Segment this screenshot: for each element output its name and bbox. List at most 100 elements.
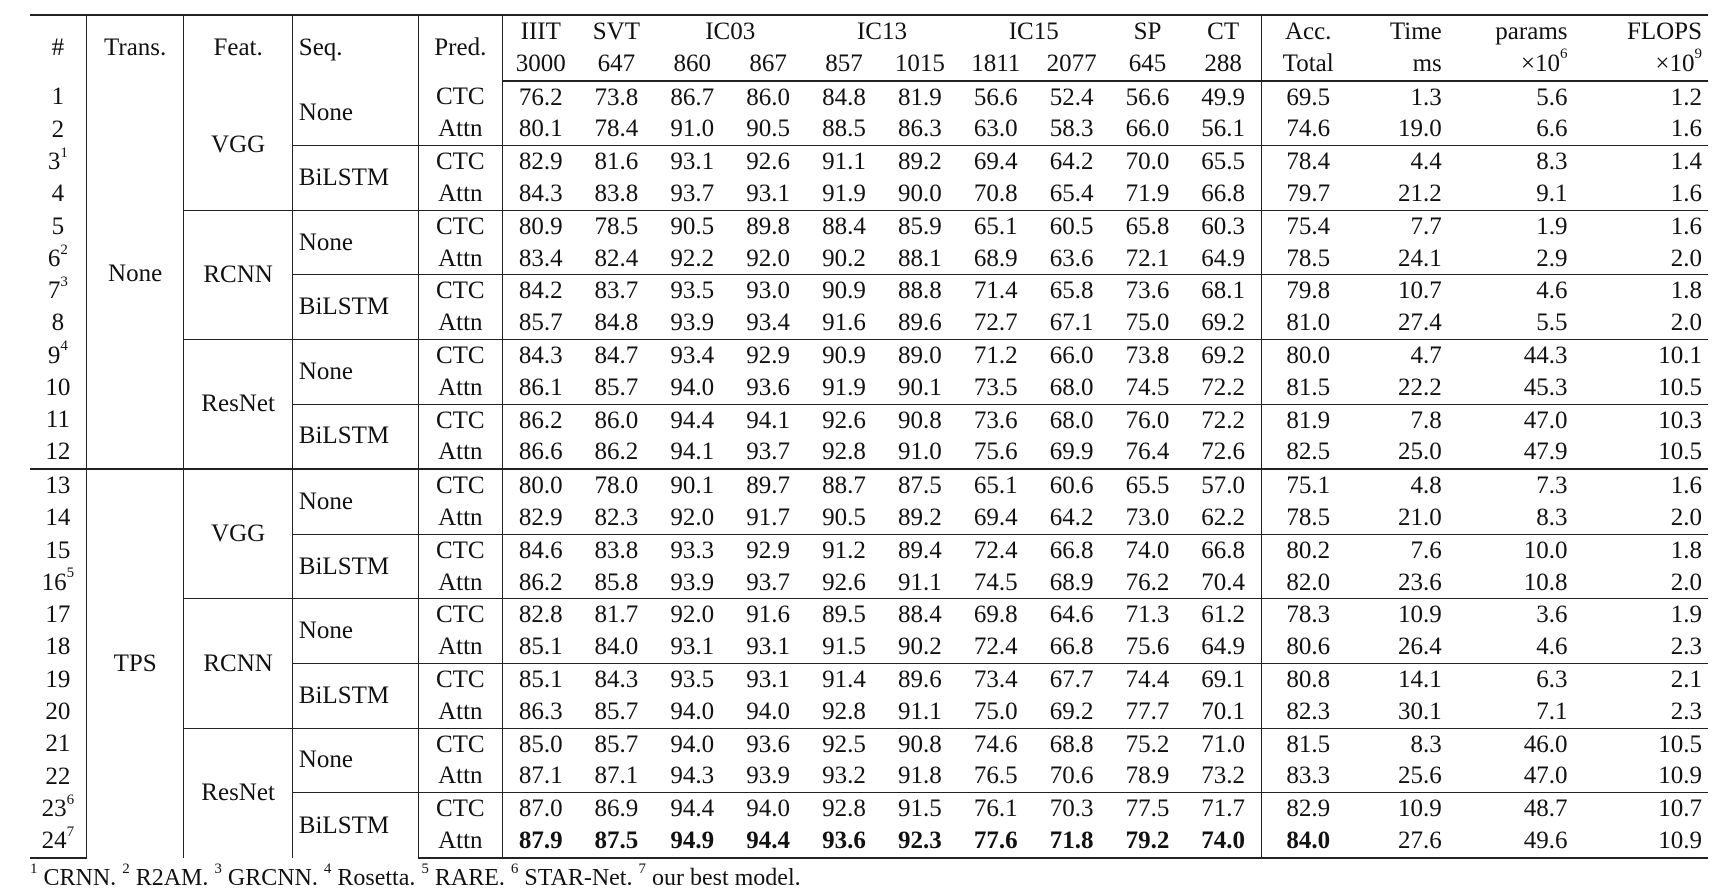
col-sub-ic03-867: 867 [730, 47, 807, 82]
score-sp-645: 70.0 [1109, 145, 1186, 178]
score-ic15-1811: 69.4 [957, 145, 1034, 178]
time-ms-cell: 27.6 [1354, 824, 1448, 859]
score-ic03-860: 92.0 [654, 598, 731, 632]
score-ic13-857: 92.6 [822, 568, 866, 596]
footnote-marker: 5 [421, 860, 429, 877]
row-index-cell: 4 [30, 178, 86, 210]
table-row: 4 Attn 84.3 83.8 93.7 93.1 91.9 90.0 70.8 65.4 71.… [30, 177, 1708, 211]
row-index-cell: 94 [30, 339, 86, 371]
row-index-cell: 15 [30, 534, 86, 566]
flops-unit-exponent: 9 [1694, 46, 1703, 63]
score-ct-288: 57.0 [1185, 468, 1262, 502]
score-svt-647: 85.7 [578, 727, 655, 761]
time-ms-cell: 25.6 [1398, 762, 1442, 790]
score-svt-647: 84.0 [594, 633, 639, 661]
score-ct-288: 71.0 [1185, 727, 1262, 761]
footnote-marker: 7 [638, 860, 646, 877]
score-iiit-3000: 85.1 [502, 631, 579, 664]
score-ct-288: 68.1 [1185, 274, 1262, 308]
score-ic13-1015: 91.1 [898, 568, 942, 596]
score-ic15-2077: 65.8 [1033, 274, 1110, 308]
table-row: 19 BiLSTM CTC 85.1 84.3 93.5 93.1 91.4 89.6 73.4 6… [30, 662, 1708, 729]
score-ic15-2077: 69.2 [1049, 697, 1094, 725]
pred-cell: CTC [417, 274, 503, 308]
score-sp-645: 74.0 [1109, 533, 1186, 567]
table-row: 94 ResNet None CTC 84.3 84.7 93.4 92.9 90.9 89.0 7… [30, 338, 1708, 470]
score-sp-645: 65.5 [1109, 468, 1186, 502]
score-ic15-1811: 76.5 [973, 762, 1018, 790]
pred-cell: Attn [417, 436, 503, 470]
pred-cell: CTC [417, 145, 503, 178]
acc-total-cell: 78.5 [1260, 501, 1355, 535]
flops-cell: 2.0 [1670, 568, 1702, 596]
score-ic13-1015: 91.1 [898, 697, 942, 725]
score-ic03-867: 94.4 [730, 824, 807, 859]
flops-cell: 1.9 [1573, 598, 1708, 632]
acc-total-cell: 81.5 [1260, 371, 1355, 405]
score-sp-645: 76.4 [1125, 438, 1170, 466]
score-ic13-857: 92.8 [806, 792, 882, 825]
score-svt-647: 84.8 [594, 309, 639, 337]
score-ic03-860: 92.0 [670, 503, 715, 531]
acc-total-cell: 82.3 [1260, 695, 1355, 729]
time-ms-cell: 10.9 [1354, 598, 1448, 632]
time-ms-cell: 21.2 [1398, 179, 1442, 207]
score-ic03-867: 92.0 [746, 244, 791, 272]
pred-cell: CTC [417, 80, 503, 114]
score-svt-647: 83.8 [594, 179, 639, 207]
flops-cell: 1.4 [1573, 145, 1708, 178]
score-ic13-857: 90.9 [806, 338, 882, 372]
row-index-cell: 2 [30, 113, 86, 145]
score-ic03-867: 86.0 [746, 83, 791, 111]
trans-cell: None [85, 80, 184, 470]
row-index-cell: 19 [30, 663, 86, 695]
score-ct-288: 62.2 [1201, 503, 1246, 531]
row-index: 18 [45, 633, 71, 661]
col-sub-acc-total: Total [1260, 47, 1355, 82]
row-index-cell: 31 [30, 145, 86, 178]
pred-cell: CTC [417, 338, 503, 372]
acc-total-cell: 80.8 [1260, 662, 1355, 696]
score-ic03-860: 94.0 [670, 373, 715, 401]
score-ic13-1015: 88.8 [881, 274, 958, 308]
score-ic15-2077: 71.8 [1033, 824, 1110, 859]
score-svt-647: 87.5 [578, 824, 655, 859]
score-sp-645: 75.2 [1109, 727, 1186, 761]
table-row: 247 Attn 87.9 87.5 94.9 94.4 93.6 92.3 77.6 71.8 7… [30, 824, 1708, 859]
time-ms-cell: 8.3 [1354, 727, 1448, 761]
flops-cell: 2.1 [1573, 662, 1708, 696]
table-row: 14 Attn 82.9 82.3 92.0 91.7 90.5 89.2 69.4 64.2 73… [30, 501, 1708, 535]
score-iiit-3000: 82.9 [502, 145, 579, 178]
score-ic13-857: 91.6 [822, 309, 866, 337]
row-index: 5 [51, 212, 65, 240]
pred-cell: CTC [417, 533, 503, 567]
time-ms-cell: 19.0 [1398, 115, 1442, 143]
row-index: 12 [45, 438, 71, 466]
row-index: 20 [45, 697, 71, 725]
col-header-svt: SVT [578, 14, 655, 48]
score-ic13-857: 92.8 [822, 697, 866, 725]
score-ic13-857: 90.9 [806, 274, 882, 308]
time-ms-cell: 7.8 [1354, 403, 1448, 437]
score-iiit-3000: 80.9 [502, 209, 579, 243]
score-ic13-857: 89.5 [806, 598, 882, 632]
score-ic03-867: 93.4 [746, 309, 791, 337]
score-ic03-867: 93.6 [730, 727, 807, 761]
score-ic13-1015: 89.6 [881, 662, 958, 696]
params-cell: 44.3 [1447, 338, 1574, 372]
score-ct-288: 74.0 [1185, 824, 1262, 859]
score-ic15-1811: 68.9 [973, 244, 1018, 272]
trans-cell: TPS [85, 468, 184, 858]
row-index: 16 [41, 568, 67, 596]
params-cell: 48.7 [1447, 792, 1574, 825]
col-sub-sp-645: 645 [1109, 47, 1186, 82]
score-ic03-860: 93.3 [654, 533, 731, 567]
score-ic15-2077: 68.8 [1033, 727, 1110, 761]
table-row: 8 Attn 85.7 84.8 93.9 93.4 91.6 89.6 72.7 67.1 75.… [30, 307, 1708, 340]
seq-cell: BiLSTM [291, 533, 419, 599]
score-ic13-857: 92.6 [806, 403, 882, 437]
footnote-text: Rosetta. [331, 864, 422, 891]
footnote-text: STAR-Net. [518, 864, 639, 891]
col-header-time: Time [1354, 14, 1448, 48]
params-cell: 49.6 [1447, 824, 1574, 859]
